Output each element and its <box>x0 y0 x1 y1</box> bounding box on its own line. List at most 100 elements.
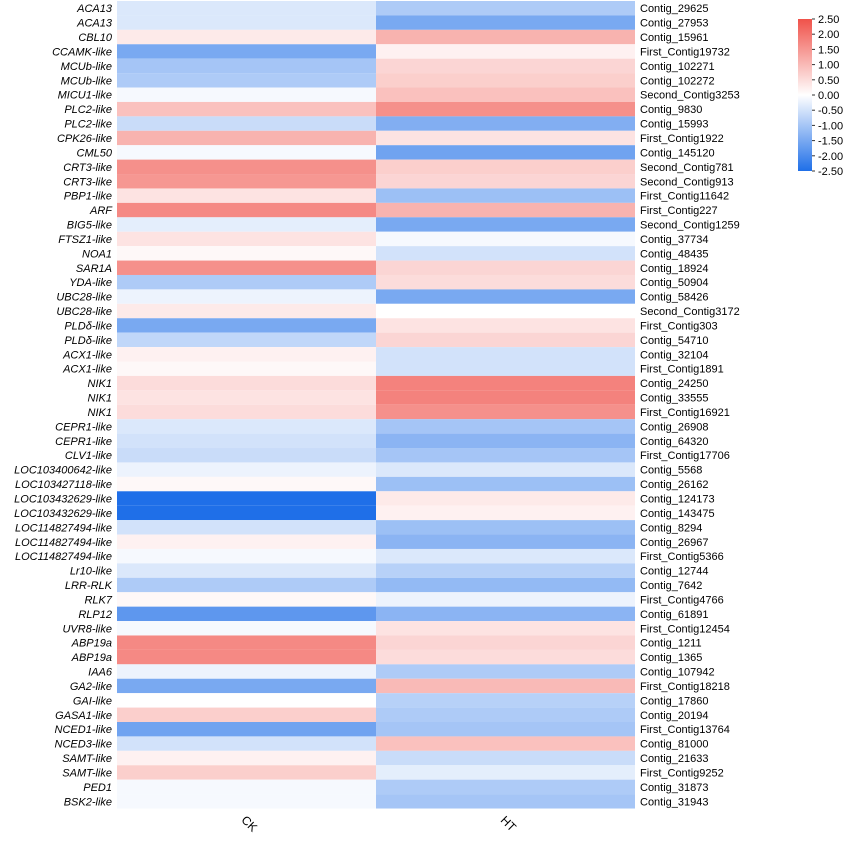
heatmap-cell <box>117 505 376 521</box>
heatmap-cell <box>117 462 376 477</box>
gene-label: NCED1-like <box>55 724 112 736</box>
heatmap-cell <box>376 736 635 751</box>
color-scale-tick-label: 2.50 <box>818 14 839 26</box>
heatmap-cell <box>376 592 635 607</box>
contig-label: Contig_26162 <box>640 479 709 491</box>
gene-label: ACA13 <box>76 3 113 15</box>
heatmap-cell <box>376 664 635 679</box>
heatmap-cell <box>117 145 376 160</box>
contig-label: Contig_15993 <box>640 119 709 131</box>
gene-label: CCAMK-like <box>52 46 112 58</box>
gene-label: MCUb-like <box>61 61 112 73</box>
heatmap-cell <box>376 101 635 117</box>
color-scale-legend: 2.50 2.00 1.50 1.00 0.50 0.00 -0.50 -1.00 -1.50 -… <box>798 14 843 178</box>
heatmap-cell <box>376 621 635 636</box>
heatmap-cell <box>376 779 635 795</box>
heatmap-cell <box>117 101 376 117</box>
heatmap-cell <box>376 15 635 30</box>
gene-labels: ACA13 ACA13 CBL10 CCAMK-like MCUb-like MCUb-l… <box>14 3 113 808</box>
contig-label: First_Contig17706 <box>640 450 730 462</box>
heatmap-cell <box>376 347 635 362</box>
heatmap-cell <box>117 707 376 722</box>
contig-label: First_Contig11642 <box>640 191 729 203</box>
gene-label: LOC103432629-like <box>14 493 112 505</box>
heatmap-cell <box>376 246 635 261</box>
heatmap-cell <box>117 332 376 348</box>
contig-label: Contig_48435 <box>640 248 709 260</box>
gene-label: RLK7 <box>84 594 112 606</box>
gene-label: UBC28-like <box>56 292 112 304</box>
heatmap-cell <box>117 202 376 218</box>
heatmap-cell <box>117 693 376 708</box>
color-scale-tick-label: -2.00 <box>818 151 843 163</box>
heatmap-cell <box>376 188 635 203</box>
heatmap-cell <box>117 750 376 766</box>
heatmap-cell <box>376 174 635 189</box>
contig-label: Contig_37734 <box>640 234 709 246</box>
heatmap-cell <box>376 318 635 333</box>
contig-label: First_Contig9252 <box>640 767 724 779</box>
gene-label: LOC114827494-like <box>15 537 112 549</box>
heatmap-cell <box>376 548 635 564</box>
heatmap-cell <box>376 116 635 131</box>
heatmap-cell <box>376 303 635 319</box>
heatmap-cell <box>376 462 635 477</box>
contig-label: Contig_17860 <box>640 695 709 707</box>
contig-label: First_Contig4766 <box>640 594 724 606</box>
heatmap-cell <box>117 592 376 607</box>
heatmap-cell <box>376 635 635 650</box>
contig-label: Contig_102272 <box>640 75 715 87</box>
gene-label: CRT3-like <box>63 176 112 188</box>
contig-label: Second_Contig781 <box>640 162 734 174</box>
gene-label: UBC28-like <box>56 306 112 318</box>
heatmap-cell <box>117 577 376 593</box>
gene-label: PLDδ-like <box>64 335 112 347</box>
heatmap-cells <box>117 1 635 809</box>
contig-label: Contig_20194 <box>640 710 709 722</box>
contig-label: Contig_26908 <box>640 421 709 433</box>
contig-label: Contig_1211 <box>640 638 702 650</box>
heatmap-cell <box>117 303 376 319</box>
heatmap-cell <box>117 520 376 535</box>
heatmap-cell <box>117 548 376 564</box>
contig-label: Contig_26967 <box>640 537 709 549</box>
gene-label: LOC114827494-like <box>15 522 112 534</box>
gene-label: MCUb-like <box>61 75 112 87</box>
heatmap-cell <box>117 491 376 506</box>
contig-label: Contig_21633 <box>640 753 709 765</box>
gene-label: NIK1 <box>88 393 112 405</box>
contig-label: First_Contig16921 <box>640 407 730 419</box>
contig-label: First_Contig12454 <box>640 623 730 635</box>
heatmap-cell <box>117 534 376 549</box>
color-scale-tick-label: -1.00 <box>818 120 843 132</box>
heatmap-cell <box>376 44 635 59</box>
gene-label: ABP19a <box>71 638 112 650</box>
heatmap-cell <box>376 73 635 88</box>
heatmap-cell <box>376 707 635 722</box>
contig-label: First_Contig13764 <box>640 724 730 736</box>
heatmap-cell <box>117 779 376 795</box>
color-scale-tick-label: 1.00 <box>818 60 839 72</box>
contig-label: First_Contig18218 <box>640 681 730 693</box>
heatmap-cell <box>376 476 635 492</box>
heatmap-cell <box>376 159 635 175</box>
gene-label: ACA13 <box>76 18 113 30</box>
heatmap-cell <box>376 722 635 737</box>
gene-label: ACX1-like <box>62 349 112 361</box>
gene-label: PLC2-like <box>64 104 112 116</box>
heatmap-cell <box>376 765 635 780</box>
heatmap-cell <box>117 260 376 275</box>
contig-label: Second_Contig3172 <box>640 306 740 318</box>
gene-label: MICU1-like <box>58 90 112 102</box>
heatmap-cell <box>117 87 376 102</box>
gene-label: LOC103432629-like <box>14 508 112 520</box>
heatmap-cell <box>376 419 635 434</box>
gene-label: GA2-like <box>70 681 112 693</box>
heatmap-cell <box>117 217 376 232</box>
heatmap-cell <box>376 404 635 420</box>
contig-label: Contig_50904 <box>640 277 709 289</box>
contig-label: First_Contig1891 <box>640 364 724 376</box>
gene-label: PED1 <box>83 782 112 794</box>
gene-label: BSK2-like <box>64 796 112 808</box>
